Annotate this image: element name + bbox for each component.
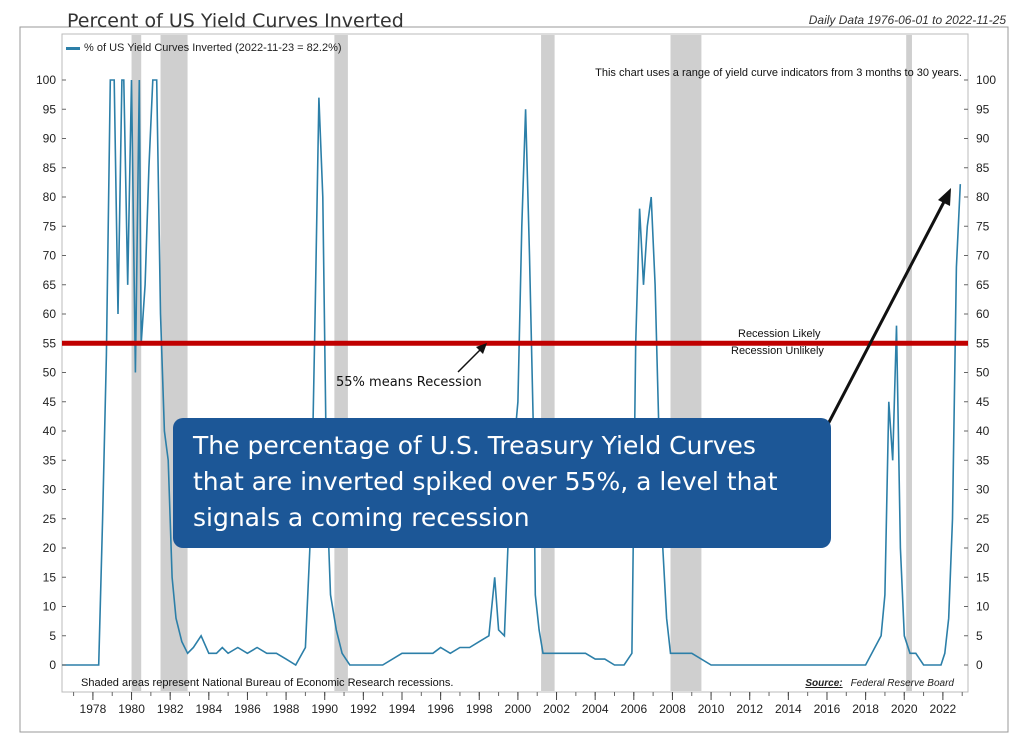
x-tick-label: 2010 [698,702,725,716]
recession-shading [131,35,912,691]
y-tick-label-right: 95 [976,102,990,116]
source-note: Source: Federal Reserve Board [805,678,954,689]
threshold-annotation: 55% means Recession [336,375,482,390]
x-tick-label: 2020 [891,702,918,716]
y-tick-label-left: 0 [49,658,56,672]
y-tick-label-left: 85 [43,161,57,175]
recession-band [160,35,188,691]
y-tick-label-left: 45 [43,395,57,409]
x-tick-label: 2002 [543,702,570,716]
x-tick-label: 1978 [80,702,107,716]
indicator-note: This chart uses a range of yield curve i… [595,67,962,79]
threshold-arrow [457,346,484,373]
y-tick-label-left: 75 [43,219,57,233]
x-tick-label: 1996 [427,702,454,716]
recession-band [334,35,348,691]
y-tick-label-left: 5 [49,629,56,643]
legend: % of US Yield Curves Inverted (2022-11-2… [66,42,342,54]
chart-outer-frame [19,26,1009,733]
y-tick-label-right: 65 [976,278,990,292]
y-tick-label-right: 45 [976,395,990,409]
y-tick-label-right: 85 [976,161,990,175]
x-tick-label: 1988 [273,702,300,716]
callout-box: The percentage of U.S. Treasury Yield Cu… [173,418,831,548]
x-tick-label: 2018 [852,702,879,716]
plot-area-frame [61,33,969,693]
y-tick-label-left: 95 [43,102,57,116]
y-tick-label-right: 90 [976,132,990,146]
y-tick-label-right: 75 [976,219,990,233]
recession-unlikely-label: Recession Unlikely [731,345,824,357]
y-tick-label-right: 100 [976,73,996,87]
date-range: Daily Data 1976-06-01 to 2022-11-25 [808,13,1006,27]
x-tick-label: 1986 [234,702,261,716]
x-tick-label: 1980 [118,702,145,716]
y-tick-label-left: 55 [43,336,57,350]
y-tick-label-left: 10 [43,600,57,614]
y-tick-label-left: 90 [43,132,57,146]
recession-band [541,35,555,691]
x-tick-label: 1992 [350,702,377,716]
recession-band [670,35,702,691]
source-value: Federal Reserve Board [850,678,954,689]
legend-label: % of US Yield Curves Inverted (2022-11-2… [84,42,342,54]
y-tick-label-left: 70 [43,249,57,263]
legend-swatch [66,46,80,50]
threshold-arrowhead [476,343,487,354]
recession-likely-label: Recession Likely [738,328,821,340]
y-tick-label-left: 35 [43,453,57,467]
source-label: Source: [805,678,843,689]
x-tick-label: 2008 [659,702,686,716]
y-tick-label-left: 80 [43,190,57,204]
y-tick-label-right: 40 [976,424,990,438]
y-tick-label-left: 40 [43,424,57,438]
y-tick-label-left: 15 [43,570,57,584]
y-tick-label-right: 55 [976,336,990,350]
recession-band [906,35,912,691]
x-tick-label: 1998 [466,702,493,716]
series-line [62,79,962,667]
y-tick-label-left: 60 [43,307,57,321]
y-tick-label-right: 70 [976,249,990,263]
y-tick-label-left: 20 [43,541,57,555]
callout-arrow [824,197,948,429]
x-tick-label: 1994 [389,702,416,716]
y-tick-label-right: 25 [976,512,990,526]
y-tick-label-right: 15 [976,570,990,584]
y-tick-label-right: 30 [976,483,990,497]
y-tick-label-right: 80 [976,190,990,204]
callout-arrowhead [938,188,951,206]
y-tick-label-right: 50 [976,366,990,380]
y-tick-label-right: 60 [976,307,990,321]
x-tick-label: 1984 [195,702,222,716]
x-tick-label: 1982 [157,702,184,716]
series-yield-curves-inverted [62,79,962,667]
y-tick-label-right: 10 [976,600,990,614]
y-tick-label-right: 5 [976,629,983,643]
x-tick-label: 2000 [505,702,532,716]
x-tick-label: 1990 [311,702,338,716]
y-tick-label-left: 100 [36,73,56,87]
x-tick-label: 2016 [814,702,841,716]
y-tick-label-left: 65 [43,278,57,292]
chart-title: Percent of US Yield Curves Inverted [67,10,404,32]
y-tick-label-left: 25 [43,512,57,526]
shaded-areas-note: Shaded areas represent National Bureau o… [81,677,454,689]
x-tick-label: 2006 [620,702,647,716]
y-tick-label-right: 35 [976,453,990,467]
y-tick-label-right: 20 [976,541,990,555]
x-tick-label: 2014 [775,702,802,716]
x-tick-label: 2004 [582,702,609,716]
x-tick-label: 2012 [736,702,763,716]
recession-band [131,35,142,691]
y-tick-label-left: 50 [43,366,57,380]
x-tick-label: 2022 [930,702,957,716]
y-tick-label-left: 30 [43,483,57,497]
y-tick-label-right: 0 [976,658,983,672]
